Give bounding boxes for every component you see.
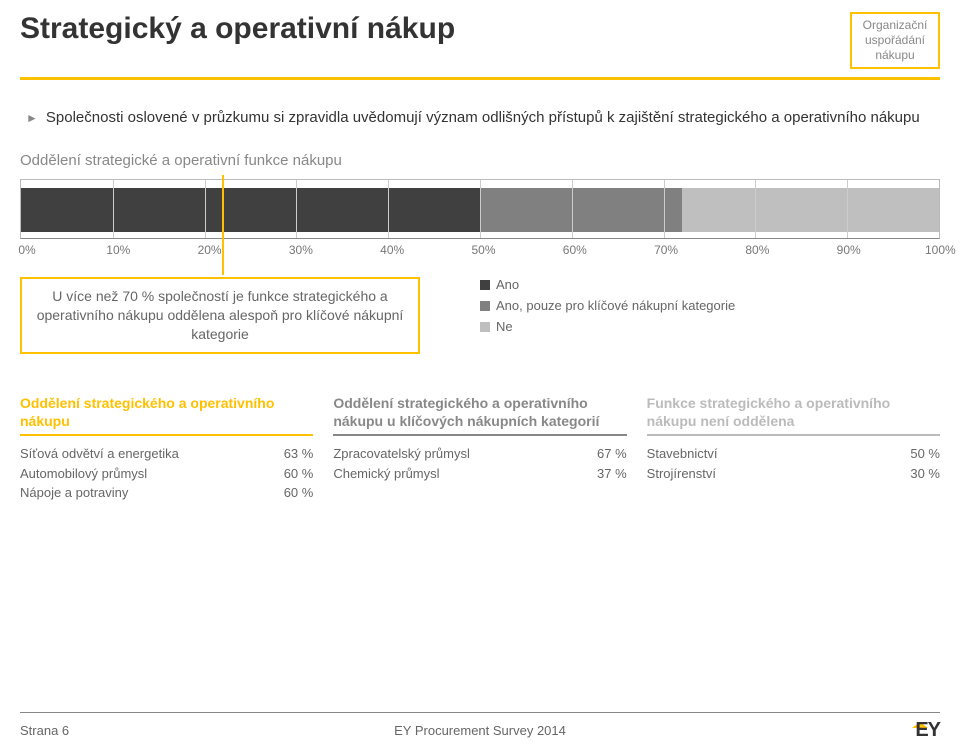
legend-label: Ne [496,319,513,334]
grid-tick [480,180,481,238]
data-label: Zpracovatelský průmysl [333,444,470,464]
data-label: Stavebnictví [647,444,718,464]
legend-swatch-icon [480,322,490,332]
x-tick-label: 70% [651,243,681,257]
x-tick-label: 90% [834,243,864,257]
data-value: 30 % [910,464,940,484]
data-value: 50 % [910,444,940,464]
data-value: 67 % [597,444,627,464]
column-underline [333,434,626,436]
tag-line: uspořádání [860,33,930,48]
x-tick-label: 100% [925,243,955,257]
data-label: Automobilový průmysl [20,464,147,484]
x-tick-label: 60% [560,243,590,257]
callout-pointer [222,175,224,275]
column-heading: Oddělení strategického a operativního ná… [333,394,626,430]
tag-line: Organizační [860,18,930,33]
grid-tick [664,180,665,238]
x-axis-labels: 0%10%20%30%40%50%60%70%80%90%100% [20,243,940,257]
column-underline [20,434,313,436]
x-tick-label: 20% [195,243,225,257]
bar-segment [21,188,480,232]
chart-subheading: Oddělení strategické a operativní funkce… [20,152,940,169]
chart-area: 0%10%20%30%40%50%60%70%80%90%100% [20,179,940,257]
summary-column: Oddělení strategického a operativního ná… [333,394,626,503]
x-tick-label: 40% [377,243,407,257]
summary-column: Funkce strategického a operativního náku… [647,394,940,503]
legend-item: Ano [480,277,735,292]
legend-swatch-icon [480,280,490,290]
footer-center: EY Procurement Survey 2014 [394,723,566,738]
data-value: 37 % [597,464,627,484]
callout-box: U více než 70 % společností je funkce st… [20,277,420,354]
x-tick-label: 0% [12,243,42,257]
grid-tick [755,180,756,238]
x-tick-label: 30% [286,243,316,257]
title-underline [20,77,940,80]
data-row: Chemický průmysl 37 % [333,464,626,484]
data-row: Strojírenství 30 % [647,464,940,484]
data-row: Stavebnictví 50 % [647,444,940,464]
summary-column: Oddělení strategického a operativního ná… [20,394,313,503]
data-value: 60 % [284,483,314,503]
bar-segment [480,188,682,232]
data-label: Chemický průmysl [333,464,439,484]
data-label: Síťová odvětví a energetika [20,444,179,464]
category-tag: Organizační uspořádání nákupu [850,12,940,69]
chart-legend: Ano Ano, pouze pro klíčové nákupní katego… [480,277,735,340]
grid-tick [572,180,573,238]
bar-segment [682,188,939,232]
bullet-block: ► Společnosti oslovené v průzkumu si zpr… [26,108,940,128]
grid-tick [296,180,297,238]
legend-item: Ne [480,319,735,334]
data-label: Strojírenství [647,464,716,484]
data-row: Zpracovatelský průmysl 67 % [333,444,626,464]
grid-tick [113,180,114,238]
bullet-marker-icon: ► [26,108,38,128]
data-row: Síťová odvětví a energetika 63 % [20,444,313,464]
column-heading: Oddělení strategického a operativního ná… [20,394,313,430]
footer: Strana 6 EY Procurement Survey 2014 EY [20,712,940,742]
data-row: Nápoje a potraviny 60 % [20,483,313,503]
data-label: Nápoje a potraviny [20,483,128,503]
bullet-text: Společnosti oslovené v průzkumu si zprav… [46,108,920,128]
legend-swatch-icon [480,301,490,311]
page-title: Strategický a operativní nákup [20,12,455,46]
page-number: Strana 6 [20,723,69,738]
grid-tick [205,180,206,238]
grid-tick [847,180,848,238]
legend-label: Ano, pouze pro klíčové nákupní kategorie [496,298,735,313]
x-tick-label: 50% [468,243,498,257]
ey-logo: EY [912,719,940,742]
data-row: Automobilový průmysl 60 % [20,464,313,484]
data-value: 63 % [284,444,314,464]
ey-logo-text: EY [915,719,940,742]
column-heading: Funkce strategického a operativního náku… [647,394,940,430]
grid-tick [388,180,389,238]
tag-line: nákupu [860,48,930,63]
legend-label: Ano [496,277,519,292]
x-tick-label: 80% [742,243,772,257]
data-value: 60 % [284,464,314,484]
legend-item: Ano, pouze pro klíčové nákupní kategorie [480,298,735,313]
column-underline [647,434,940,436]
x-tick-label: 10% [103,243,133,257]
chart-plot [20,179,940,239]
